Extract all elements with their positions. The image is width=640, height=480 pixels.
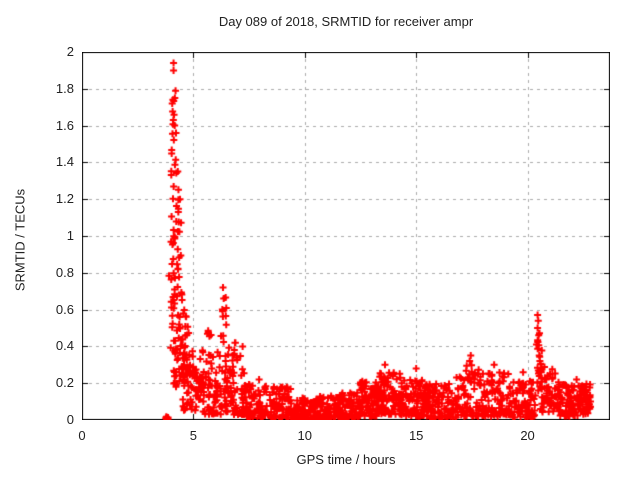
y-tick-label: 2 bbox=[66, 44, 74, 59]
chart-title: Day 089 of 2018, SRMTID for receiver amp… bbox=[218, 14, 474, 29]
y-tick-label: 1.4 bbox=[55, 154, 74, 170]
y-tick-label: 1.6 bbox=[55, 117, 74, 133]
y-tick-label: 0.6 bbox=[55, 301, 74, 317]
x-axis-label: GPS time / hours bbox=[296, 452, 396, 467]
y-tick-label: 0 bbox=[66, 412, 74, 427]
x-tick-label: 0 bbox=[78, 428, 86, 443]
x-tick-label: 15 bbox=[408, 428, 424, 443]
x-tick-label: 20 bbox=[520, 428, 535, 443]
x-tick-label: 5 bbox=[189, 428, 197, 443]
y-tick-label: 0.2 bbox=[55, 375, 74, 391]
x-tick-label: 10 bbox=[297, 428, 313, 443]
plot-area bbox=[82, 52, 610, 420]
y-tick-label: 1 bbox=[66, 228, 74, 243]
y-tick-label: 1.8 bbox=[55, 80, 74, 96]
y-tick-label: 0.8 bbox=[55, 264, 74, 280]
y-tick-label: 0.4 bbox=[55, 338, 74, 354]
scatter-canvas bbox=[82, 52, 610, 420]
y-tick-label: 1.2 bbox=[55, 191, 74, 207]
